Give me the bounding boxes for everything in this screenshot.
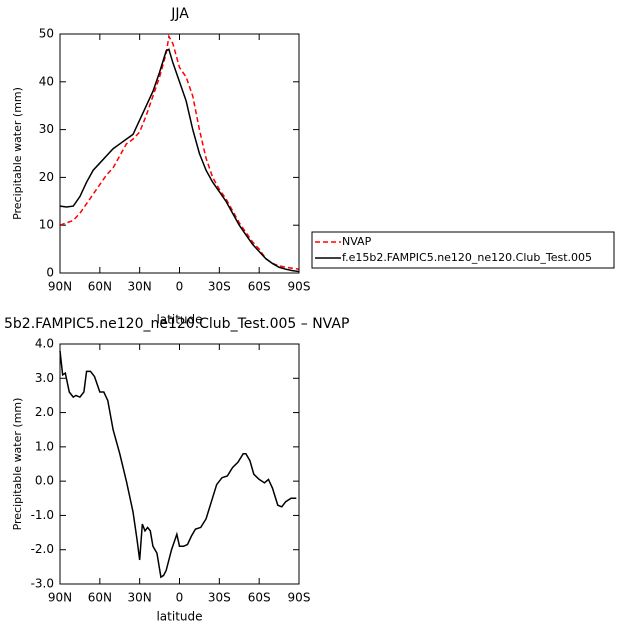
- y-tick-label: 40: [39, 74, 54, 88]
- chart-title: 5b2.FAMPIC5.ne120_ne120.Club_Test.005 – …: [4, 316, 349, 332]
- x-tick-label: 60S: [248, 591, 271, 605]
- plot-frame: [59, 343, 300, 585]
- y-axis-label: Precipitable water (mm): [11, 87, 24, 220]
- legend-box: [311, 231, 615, 269]
- y-tick-label: 4.0: [35, 337, 54, 351]
- x-tick-label: 90S: [288, 280, 311, 294]
- x-tick-label: 60S: [248, 280, 271, 294]
- x-axis-label: latitude: [156, 313, 202, 327]
- data-line: [59, 48, 300, 273]
- x-tick-label: 90N: [48, 280, 72, 294]
- x-tick-label: 30N: [128, 591, 152, 605]
- y-tick-label: 10: [39, 218, 54, 232]
- x-tick-label: 90S: [288, 591, 311, 605]
- x-tick-label: 60N: [88, 280, 112, 294]
- y-tick-label: -3.0: [31, 577, 54, 591]
- y-tick-label: -2.0: [31, 542, 54, 556]
- y-tick-label: -1.0: [31, 508, 54, 522]
- y-axis-label: Precipitable water (mm): [11, 398, 24, 531]
- x-tick-label: 30S: [208, 280, 231, 294]
- y-tick-label: 30: [39, 122, 54, 136]
- y-tick-label: 0: [46, 266, 54, 280]
- y-tick-label: 20: [39, 170, 54, 184]
- data-line: [59, 350, 297, 579]
- plot-frame: [59, 33, 300, 274]
- chart-title: JJA: [170, 6, 189, 22]
- legend-label: f.e15b2.FAMPIC5.ne120_ne120.Club_Test.00…: [342, 251, 592, 264]
- x-axis-label: latitude: [156, 610, 202, 624]
- x-tick-label: 30N: [128, 280, 152, 294]
- x-tick-label: 60N: [88, 591, 112, 605]
- legend-label: NVAP: [342, 235, 372, 248]
- x-tick-label: 30S: [208, 591, 231, 605]
- data-line: [59, 34, 300, 270]
- x-tick-label: 90N: [48, 591, 72, 605]
- x-tick-label: 0: [176, 280, 184, 294]
- y-tick-label: 50: [39, 27, 54, 41]
- x-tick-label: 0: [176, 591, 184, 605]
- y-tick-label: 2.0: [35, 405, 54, 419]
- y-tick-label: 1.0: [35, 439, 54, 453]
- y-tick-label: 0.0: [35, 474, 54, 488]
- y-tick-label: 3.0: [35, 371, 54, 385]
